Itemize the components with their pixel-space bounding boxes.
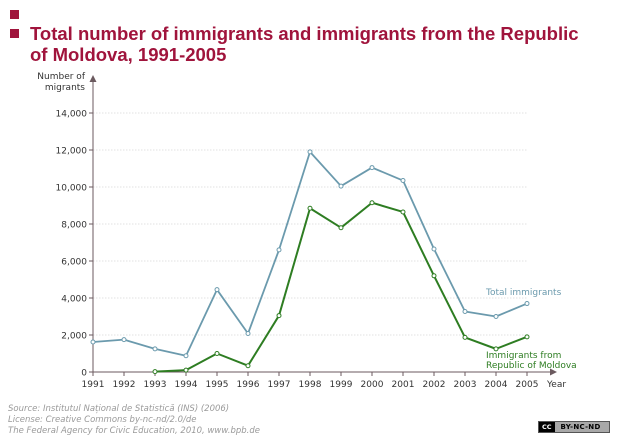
y-tick-label: 10,000 xyxy=(56,184,88,194)
data-point-moldova xyxy=(462,334,468,340)
x-tick-label: 1998 xyxy=(299,380,322,390)
data-point-total xyxy=(524,301,530,307)
data-point-total xyxy=(400,178,406,184)
data-point-moldova xyxy=(245,363,251,369)
data-point-moldova xyxy=(338,225,344,231)
data-point-total xyxy=(152,346,158,352)
series-label-moldova: Immigrants from xyxy=(486,351,561,361)
cc-icon: CC xyxy=(539,422,555,432)
x-tick-label: 1997 xyxy=(268,380,291,390)
data-point-total xyxy=(338,183,344,189)
series-line-total xyxy=(92,150,528,357)
x-tick-label: 2000 xyxy=(361,380,384,390)
series-label-total: Total immigrants xyxy=(485,288,562,298)
cc-license-badge[interactable]: CC BY-NC-ND xyxy=(538,421,610,433)
data-point-total xyxy=(183,353,189,359)
data-point-total xyxy=(369,165,375,171)
data-point-moldova xyxy=(214,351,220,356)
y-tick-label: 12,000 xyxy=(56,147,88,157)
y-axis-label: migrants xyxy=(45,83,85,93)
y-tick-label: 0 xyxy=(81,369,87,379)
series-label-moldova: Republic of Moldova xyxy=(486,361,577,371)
x-tick-label: 2004 xyxy=(485,380,508,390)
cc-license-text: BY-NC-ND xyxy=(560,423,601,431)
data-point-total xyxy=(493,314,499,319)
y-axis-label: Number of xyxy=(37,72,86,82)
x-tick-label: 1993 xyxy=(144,380,167,390)
license-line: License: Creative Commons by-nc-nd/2.0/d… xyxy=(8,415,197,425)
data-point-total xyxy=(462,309,468,315)
data-point-total xyxy=(90,339,96,345)
data-point-moldova xyxy=(493,346,499,352)
data-point-total xyxy=(276,247,282,253)
publisher-line: The Federal Agency for Civic Education, … xyxy=(8,426,260,436)
data-point-moldova xyxy=(152,369,158,375)
source-line: Source: Institutul Național de Statistic… xyxy=(8,404,230,414)
data-point-total xyxy=(121,337,127,343)
title-bullet xyxy=(10,29,19,38)
data-point-moldova xyxy=(369,200,375,206)
x-axis-label: Year xyxy=(546,380,566,390)
x-tick-label: 2003 xyxy=(454,380,477,390)
data-point-moldova xyxy=(276,313,282,319)
x-axis-arrow xyxy=(550,368,557,376)
x-tick-label: 1999 xyxy=(330,380,353,390)
data-point-moldova xyxy=(183,367,189,373)
data-point-total xyxy=(245,331,251,337)
y-tick-label: 8,000 xyxy=(61,221,87,231)
data-point-total xyxy=(431,246,437,252)
x-tick-label: 1996 xyxy=(237,380,260,390)
data-point-moldova xyxy=(524,334,530,340)
x-tick-label: 1994 xyxy=(175,380,198,390)
y-tick-label: 2,000 xyxy=(61,332,87,342)
data-point-moldova xyxy=(307,205,313,211)
x-tick-label: 2005 xyxy=(516,380,539,390)
x-tick-label: 1992 xyxy=(113,380,136,390)
title-bullet-top xyxy=(10,10,19,19)
x-tick-label: 1995 xyxy=(206,380,229,390)
x-tick-label: 2002 xyxy=(423,380,446,390)
y-tick-label: 14,000 xyxy=(56,110,88,120)
source-note: Source: Institutul Național de Statistic… xyxy=(8,404,260,437)
x-tick-label: 2001 xyxy=(392,380,415,390)
data-point-moldova xyxy=(400,209,406,215)
data-point-total xyxy=(307,149,313,155)
chart-title: Total number of immigrants and immigrant… xyxy=(30,23,579,65)
y-tick-label: 4,000 xyxy=(61,295,87,305)
data-point-total xyxy=(214,287,220,293)
y-tick-label: 6,000 xyxy=(61,258,87,268)
data-point-moldova xyxy=(431,273,437,279)
y-axis-arrow xyxy=(89,75,97,82)
x-tick-label: 1991 xyxy=(82,380,105,390)
